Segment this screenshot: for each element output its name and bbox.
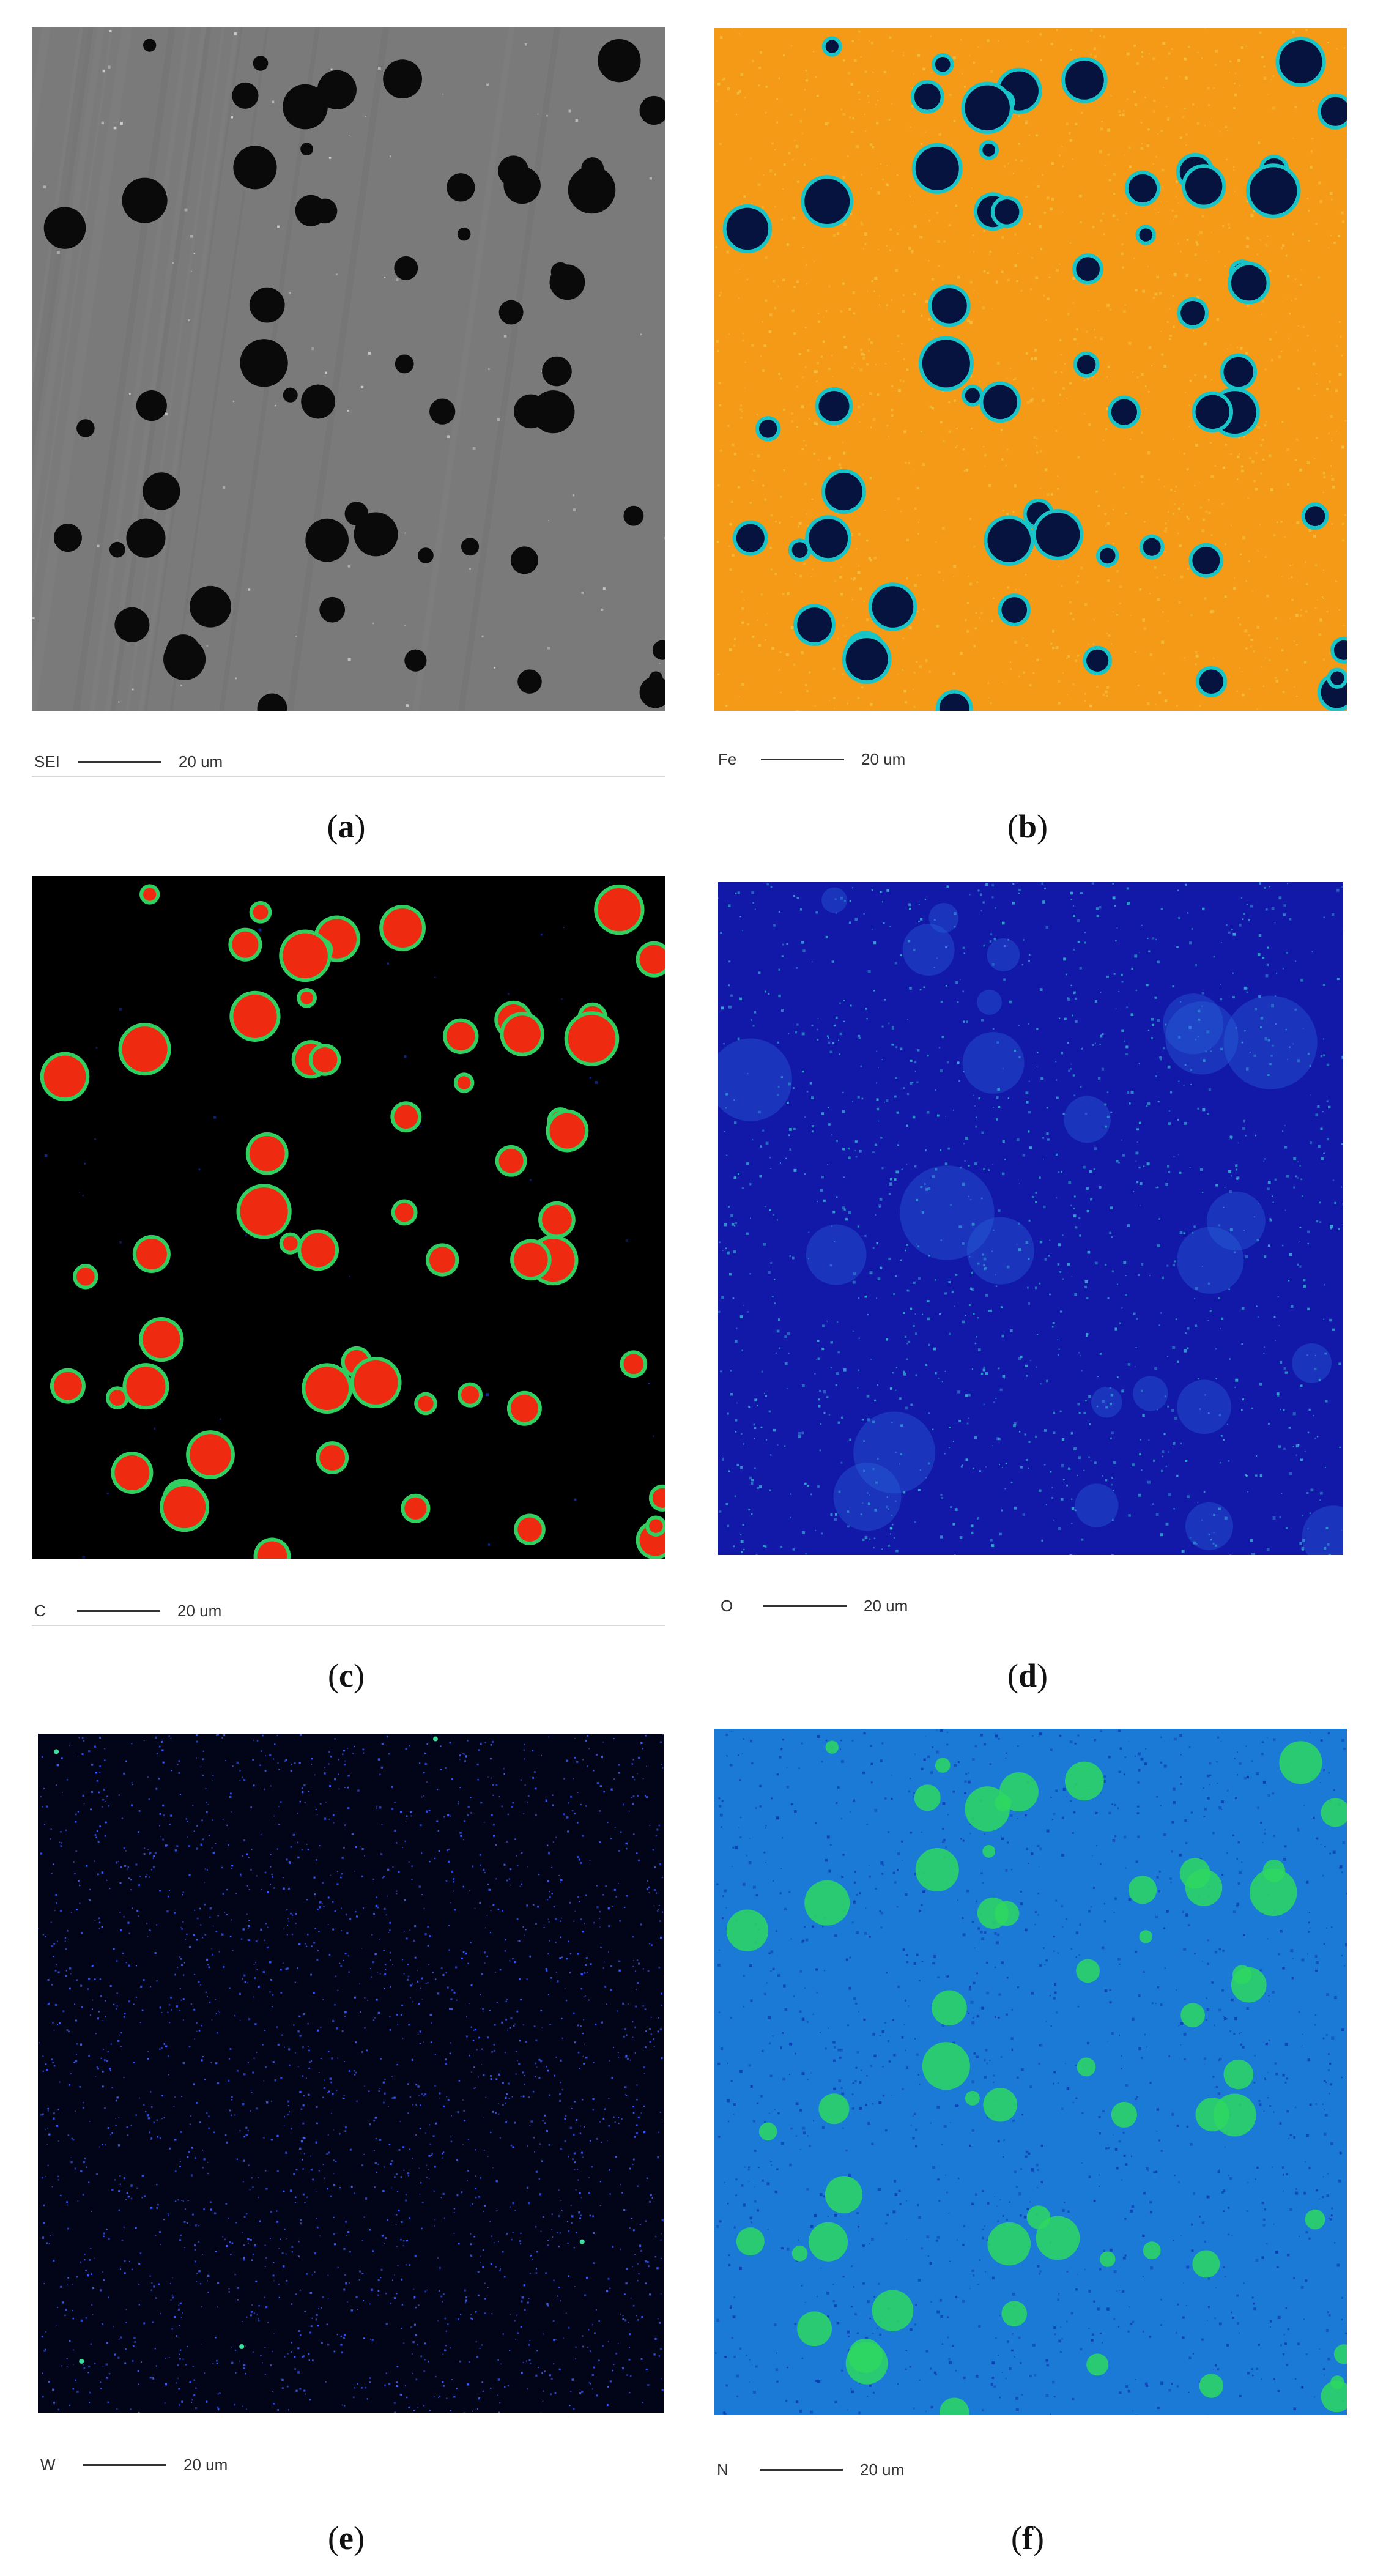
scale-line-e (83, 2464, 166, 2466)
n-map-svg (714, 1729, 1347, 2415)
caption-letter-e: e (339, 2520, 354, 2556)
map-texture (38, 1734, 664, 2413)
scale-line-d (763, 1605, 847, 1607)
caption-a: (a) (327, 808, 366, 845)
scale-bar-d: O 20 um (721, 1597, 908, 1616)
scale-line-c (77, 1610, 160, 1612)
map-texture (32, 876, 665, 1559)
scale-text-a: 20 um (178, 752, 223, 771)
scale-line-f (760, 2469, 843, 2471)
caption-f: (f) (1011, 2520, 1044, 2556)
scale-bar-f: N 20 um (717, 2460, 904, 2479)
caption-letter-f: f (1022, 2520, 1033, 2556)
c-map-svg (32, 876, 665, 1559)
map-texture (714, 28, 1347, 711)
map-texture (718, 882, 1343, 1555)
sei-micrograph (32, 27, 665, 711)
scale-text-c: 20 um (177, 1602, 222, 1620)
panel-c (32, 876, 665, 1559)
n-map (714, 1729, 1347, 2415)
scale-text-e: 20 um (183, 2455, 228, 2474)
scale-text-b: 20 um (861, 750, 906, 768)
scale-text-f: 20 um (860, 2460, 905, 2479)
caption-letter-d: d (1018, 1657, 1037, 1694)
scale-line-a (78, 761, 161, 763)
caption-letter-b: b (1018, 808, 1037, 845)
caption-e: (e) (328, 2520, 365, 2556)
panel-e (38, 1734, 664, 2413)
panel-d (718, 882, 1343, 1555)
panel-f (714, 1729, 1347, 2415)
scale-text-d: 20 um (864, 1597, 908, 1615)
c-map (32, 876, 665, 1559)
element-label-a: SEI (34, 752, 60, 771)
o-map-svg (718, 882, 1343, 1555)
caption-letter-c: c (339, 1657, 354, 1694)
scale-bar-e: W 20 um (40, 2455, 228, 2474)
map-texture (32, 27, 665, 711)
caption-b: (b) (1007, 808, 1048, 845)
o-map (718, 882, 1343, 1555)
fe-map (714, 28, 1347, 711)
scale-line-b (761, 759, 844, 760)
caption-c: (c) (328, 1657, 365, 1694)
map-texture (714, 1729, 1347, 2415)
fe-map-svg (714, 28, 1347, 711)
w-map (38, 1734, 664, 2413)
panel-a (32, 27, 665, 711)
divider-a (32, 776, 665, 777)
element-label-f: N (717, 2460, 728, 2479)
caption-d: (d) (1007, 1657, 1048, 1694)
scale-bar-b: Fe 20 um (718, 750, 905, 769)
element-label-c: C (34, 1602, 46, 1620)
divider-c (32, 1625, 665, 1626)
element-label-b: Fe (718, 750, 737, 768)
scale-bar-c: C 20 um (34, 1602, 221, 1620)
caption-letter-a: a (338, 808, 355, 845)
panel-b (714, 28, 1347, 711)
scale-bar-a: SEI 20 um (34, 752, 223, 771)
element-label-e: W (40, 2455, 56, 2474)
sei-micrograph-svg (32, 27, 665, 711)
w-map-svg (38, 1734, 664, 2413)
element-label-d: O (721, 1597, 733, 1615)
